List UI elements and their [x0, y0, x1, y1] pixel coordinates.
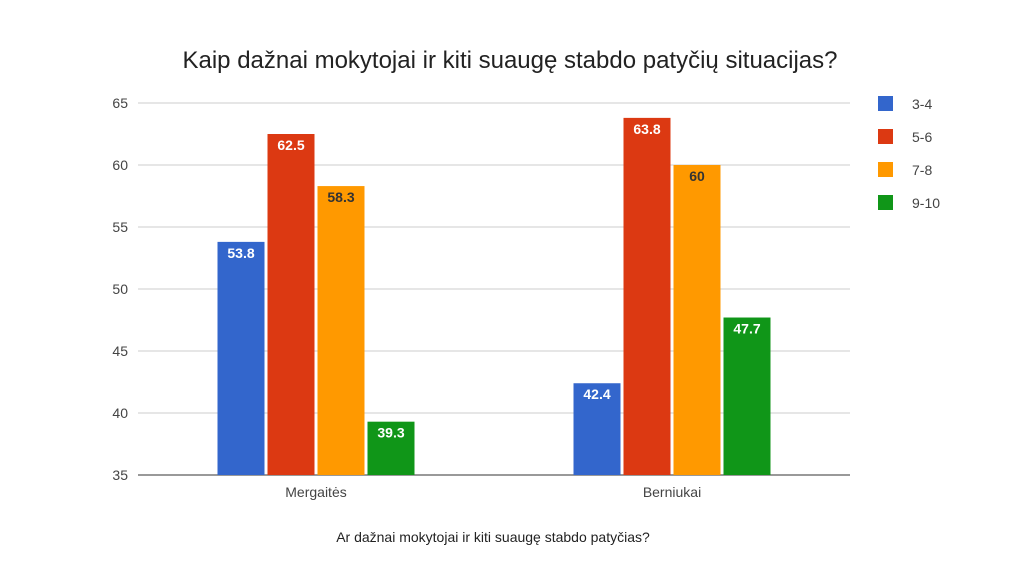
bar-5-6-Berniukai	[623, 117, 671, 475]
y-tick-label: 35	[112, 467, 128, 483]
x-axis-ticks: Mergaitės Berniukai	[285, 484, 701, 500]
y-tick-label: 50	[112, 281, 128, 297]
data-label: 63.8	[633, 121, 660, 137]
legend-label: 7-8	[912, 162, 932, 178]
y-tick-label: 55	[112, 219, 128, 235]
data-label: 53.8	[227, 245, 254, 261]
legend: 3-4 5-6 7-8 9-10	[878, 96, 940, 211]
legend-swatch-7-8	[878, 162, 893, 177]
x-tick-label: Mergaitės	[285, 484, 346, 500]
legend-label: 3-4	[912, 96, 932, 112]
bar-5-6-Mergaitės	[267, 134, 315, 475]
y-tick-label: 45	[112, 343, 128, 359]
data-labels: 53.8 62.5 58.3 39.3 42.4 63.8 60 47.7	[227, 121, 760, 441]
legend-label: 5-6	[912, 129, 932, 145]
bar-7-8-Berniukai	[673, 165, 721, 475]
legend-label: 9-10	[912, 195, 940, 211]
x-tick-label: Berniukai	[643, 484, 701, 500]
bar-9-10-Mergaitės	[367, 421, 415, 475]
bars	[217, 117, 771, 475]
legend-swatch-9-10	[878, 195, 893, 210]
data-label: 58.3	[327, 189, 354, 205]
y-tick-label: 65	[112, 95, 128, 111]
chart-title: Kaip dažnai mokytojai ir kiti suaugę sta…	[182, 47, 837, 74]
y-tick-label: 60	[112, 157, 128, 173]
data-label: 62.5	[277, 137, 304, 153]
bar-7-8-Mergaitės	[317, 186, 365, 475]
data-label: 39.3	[377, 425, 404, 441]
x-axis-label: Ar dažnai mokytojai ir kiti suaugę stabd…	[336, 529, 650, 545]
data-label: 47.7	[733, 321, 760, 337]
legend-swatch-5-6	[878, 129, 893, 144]
y-axis-ticks: 35 40 45 50 55 60 65	[112, 95, 128, 483]
bar-9-10-Berniukai	[723, 317, 771, 475]
data-label: 42.4	[583, 386, 610, 402]
data-label: 60	[689, 168, 705, 184]
y-tick-label: 40	[112, 405, 128, 421]
bar-3-4-Berniukai	[573, 383, 621, 475]
bar-3-4-Mergaitės	[217, 241, 265, 475]
legend-swatch-3-4	[878, 96, 893, 111]
